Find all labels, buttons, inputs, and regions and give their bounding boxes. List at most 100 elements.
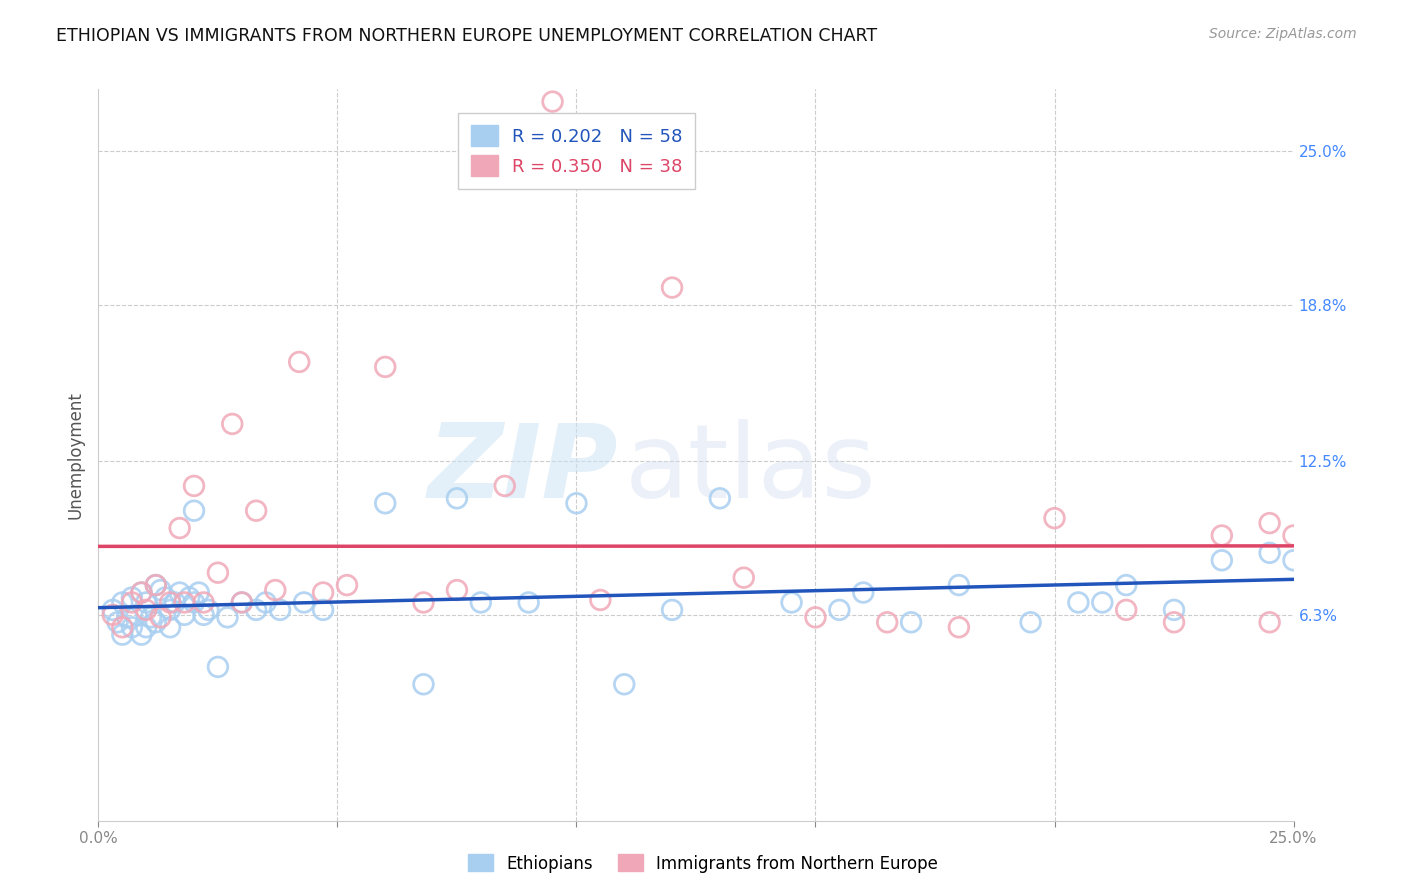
Point [121,620,143,634]
Point [292,595,315,609]
Point [131,628,153,642]
Point [1163,615,1185,630]
Point [264,582,287,597]
Point [217,610,239,624]
Point [269,603,291,617]
Point [852,585,875,599]
Point [231,595,253,609]
Legend: R = 0.202   N = 58, R = 0.350   N = 38: R = 0.202 N = 58, R = 0.350 N = 38 [458,113,695,189]
Point [159,603,181,617]
Point [804,610,827,624]
Point [231,595,253,609]
Point [221,417,243,431]
Point [145,578,167,592]
Point [1258,516,1281,530]
Point [111,620,134,634]
Point [1091,595,1114,609]
Point [197,603,219,617]
Point [336,578,359,592]
Point [149,582,172,597]
Point [107,615,129,630]
Point [121,591,143,605]
Point [207,660,229,674]
Point [948,578,970,592]
Point [135,603,157,617]
Point [115,610,138,624]
Point [179,591,201,605]
Point [1115,578,1137,592]
Point [149,610,172,624]
Point [876,615,898,630]
Point [111,595,134,609]
Point [613,677,636,691]
Point [159,620,181,634]
Point [1163,603,1185,617]
Point [139,610,162,624]
Point [780,595,803,609]
Point [135,595,157,609]
Point [733,571,755,585]
Y-axis label: Unemployment: Unemployment [66,391,84,519]
Point [183,479,205,493]
Point [183,595,205,609]
Point [1258,546,1281,560]
Point [131,585,153,599]
Point [470,595,492,609]
Point [709,491,731,506]
Point [145,578,167,592]
Point [1043,511,1066,525]
Point [131,585,153,599]
Text: atlas: atlas [624,419,876,520]
Point [1282,553,1305,567]
Point [374,496,396,510]
Point [900,615,922,630]
Point [125,607,148,622]
Point [193,607,215,622]
Point [183,504,205,518]
Point [1115,603,1137,617]
Point [245,603,267,617]
Point [517,595,540,609]
Point [254,595,277,609]
Point [948,620,970,634]
Point [412,595,434,609]
Point [446,582,468,597]
Point [159,595,181,609]
Point [1282,528,1305,542]
Point [169,585,191,599]
Point [312,603,335,617]
Point [173,595,195,609]
Point [1067,595,1090,609]
Point [135,620,157,634]
Point [145,615,167,630]
Point [101,607,124,622]
Point [187,585,209,599]
Point [446,491,468,506]
Point [828,603,851,617]
Point [207,566,229,580]
Point [245,504,267,518]
Point [121,595,143,609]
Point [412,677,434,691]
Point [565,496,588,510]
Point [173,607,195,622]
Text: ETHIOPIAN VS IMMIGRANTS FROM NORTHERN EUROPE UNEMPLOYMENT CORRELATION CHART: ETHIOPIAN VS IMMIGRANTS FROM NORTHERN EU… [56,27,877,45]
Point [155,591,177,605]
Text: ZIP: ZIP [427,419,619,520]
Point [111,628,134,642]
Text: Source: ZipAtlas.com: Source: ZipAtlas.com [1209,27,1357,41]
Legend: Ethiopians, Immigrants from Northern Europe: Ethiopians, Immigrants from Northern Eur… [461,847,945,880]
Point [1019,615,1042,630]
Point [1211,553,1233,567]
Point [288,355,311,369]
Point [312,585,335,599]
Point [101,603,124,617]
Point [374,359,396,374]
Point [661,280,683,294]
Point [1258,615,1281,630]
Point [1211,528,1233,542]
Point [193,595,215,609]
Point [169,521,191,535]
Point [163,595,186,609]
Point [661,603,683,617]
